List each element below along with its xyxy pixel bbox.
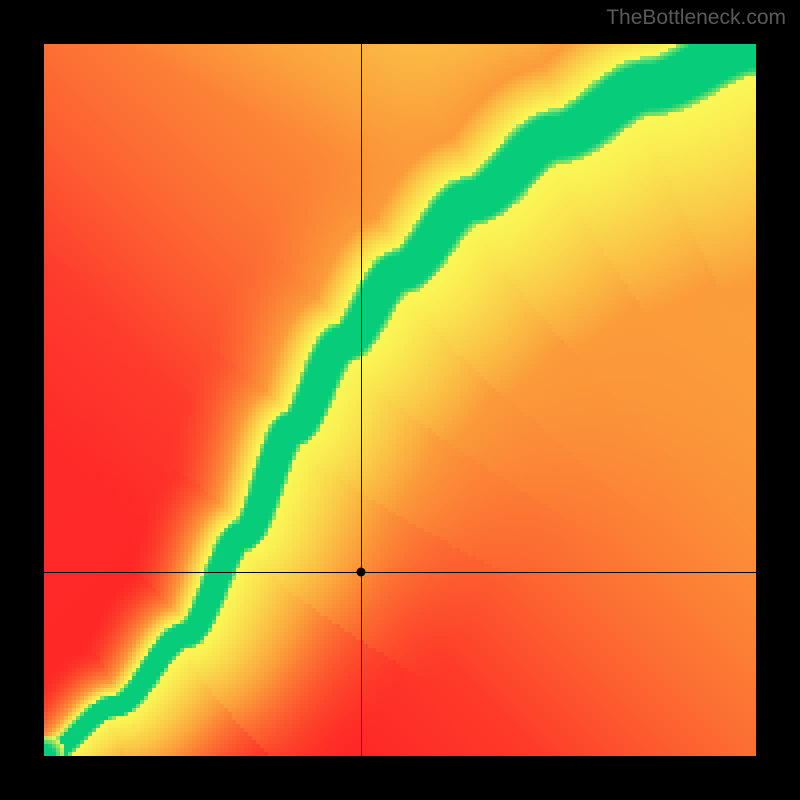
marker-dot [356,568,365,577]
heatmap-canvas [44,44,756,756]
heatmap-plot [44,44,756,756]
crosshair-vertical [361,44,362,756]
crosshair-horizontal [44,572,756,573]
watermark-text: TheBottleneck.com [606,6,786,30]
